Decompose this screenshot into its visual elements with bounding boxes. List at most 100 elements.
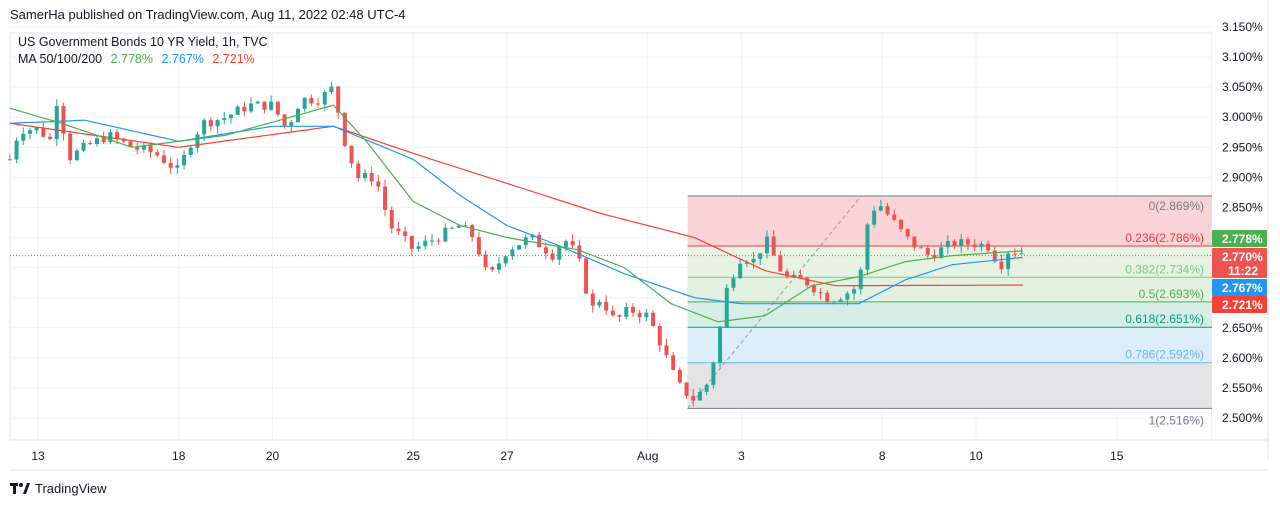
candle [1006, 251, 1011, 276]
candle-body [838, 299, 843, 302]
candle [778, 250, 783, 272]
tradingview-logo[interactable]: TradingView [10, 481, 107, 496]
candle [764, 230, 769, 259]
candle-body [115, 132, 120, 139]
candle-body [570, 241, 575, 246]
candle [242, 101, 247, 117]
candle-body [503, 256, 508, 264]
candle [1012, 248, 1017, 259]
candle-body [771, 236, 776, 256]
candle [818, 288, 823, 300]
candle-body [731, 278, 736, 288]
time-axis-label: 3 [738, 449, 745, 463]
candle-body [88, 142, 93, 145]
price-badge-value: 2.767% [1222, 281, 1263, 295]
candle-body [1006, 253, 1011, 270]
candle-body [718, 327, 723, 363]
candle-body [597, 301, 602, 306]
candle [644, 308, 649, 322]
candle [590, 289, 595, 313]
ma-legend: MA 50/100/200 2.778% 2.767% 2.721% [18, 51, 268, 68]
trend-line [687, 195, 862, 409]
candle [624, 302, 629, 320]
price-badge-value: 2.770% [1222, 250, 1263, 264]
price-axis [1212, 0, 1280, 440]
candle-body [898, 219, 903, 230]
candle-body [818, 292, 823, 294]
price-badge: 2.778% [1212, 230, 1267, 247]
candles [7, 81, 1024, 407]
time-axis-label: 18 [172, 449, 186, 463]
fib-zone [687, 277, 1212, 302]
candle-body [959, 239, 964, 247]
chart-legend: US Government Bonds 10 YR Yield, 1h, TVC… [18, 34, 268, 68]
candle-body [316, 103, 321, 105]
candle-body [892, 214, 897, 220]
candle-body [255, 101, 260, 104]
candle [483, 250, 488, 271]
candle-body [416, 246, 421, 249]
candle-body [805, 277, 810, 286]
time-axis-label: 27 [500, 449, 514, 463]
time-axis-label: 25 [407, 449, 421, 463]
candle [738, 259, 743, 279]
candle-body [68, 133, 73, 161]
fib-zone [687, 327, 1212, 363]
candle-body [751, 258, 756, 263]
candle-body [563, 241, 568, 247]
candle-body [825, 292, 830, 303]
candle [697, 387, 702, 401]
candle-body [912, 236, 917, 248]
candle [175, 158, 180, 174]
candle [436, 237, 441, 245]
candle-body [811, 285, 816, 293]
price-axis-label: 2.900% [1222, 170, 1263, 184]
candle-body [409, 236, 414, 249]
candle-body [496, 263, 501, 270]
candle-body [865, 224, 870, 270]
candle [986, 240, 991, 254]
candle [537, 231, 542, 248]
candle-body [932, 254, 937, 259]
candle [691, 388, 696, 407]
candle [597, 299, 602, 308]
candle [878, 199, 883, 212]
candle-body [637, 312, 642, 318]
candle-body [101, 138, 106, 143]
time-axis-label: 8 [879, 449, 886, 463]
candle-body [858, 269, 863, 290]
ma100-value: 2.767% [161, 52, 204, 66]
symbol-title: US Government Bonds 10 YR Yield, 1h, TVC [18, 35, 268, 49]
candle [249, 97, 254, 114]
candle [74, 148, 79, 162]
candle [557, 245, 562, 265]
candle-body [845, 293, 850, 300]
candle [677, 367, 682, 385]
price-axis-label: 2.650% [1222, 321, 1263, 335]
candle [684, 382, 689, 399]
publish-info: SamerHa published on TradingView.com, Au… [10, 7, 406, 22]
candle [135, 142, 140, 155]
candle-body [878, 206, 883, 211]
candle-body [389, 209, 394, 229]
candle [21, 127, 26, 145]
ma50-line [9, 104, 1023, 323]
candle-body [657, 326, 662, 346]
candle [584, 256, 589, 295]
candle [744, 260, 749, 267]
candle-body [222, 118, 227, 120]
price-axis-label: 3.000% [1222, 110, 1263, 124]
candle [470, 223, 475, 242]
fib-level-label: 0.618(2.651%) [1125, 312, 1204, 326]
candle-body [155, 152, 160, 156]
price-badge-value: 2.721% [1222, 298, 1263, 312]
fib-level-label: 0(2.869%) [1149, 199, 1204, 213]
candle [664, 338, 669, 359]
candle [463, 221, 468, 227]
candle [758, 253, 763, 265]
candle-body [610, 310, 615, 316]
price-axis-label: 3.100% [1222, 50, 1263, 64]
price-badge-countdown: 11:22 [1228, 264, 1258, 278]
candle [771, 229, 776, 256]
